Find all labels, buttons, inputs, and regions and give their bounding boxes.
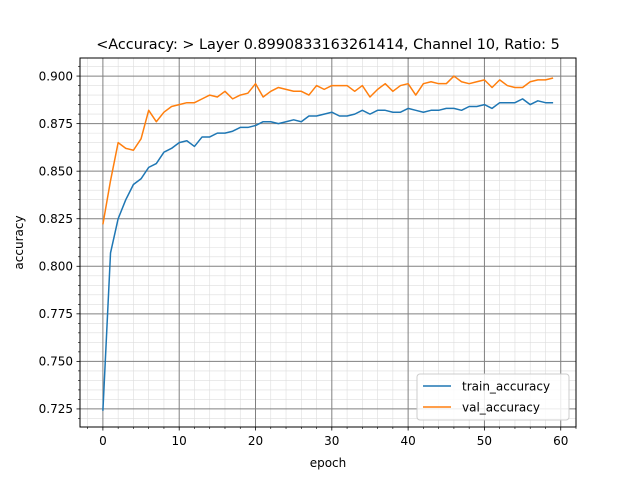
y-tick-label: 0.750	[39, 355, 73, 369]
x-tick-label: 40	[400, 434, 415, 448]
y-tick-label: 0.775	[39, 307, 73, 321]
y-tick-label: 0.800	[39, 260, 73, 274]
y-tick-label: 0.850	[39, 164, 73, 178]
x-axis-label: epoch	[310, 456, 347, 470]
x-tick-label: 60	[553, 434, 568, 448]
y-tick-label: 0.900	[39, 69, 73, 83]
legend-box	[416, 373, 570, 421]
y-axis-label: accuracy	[12, 215, 26, 269]
major-grid	[80, 58, 576, 427]
legend-label-val: val_accuracy	[462, 401, 540, 415]
y-tick-label: 0.825	[39, 212, 73, 226]
x-tick-label: 20	[248, 434, 263, 448]
legend-label-train: train_accuracy	[462, 380, 550, 394]
x-tick-label: 0	[99, 434, 107, 448]
y-tick-label: 0.725	[39, 402, 73, 416]
y-tick-label: 0.875	[39, 117, 73, 131]
chart-title: <Accuracy: > Layer 0.8990833163261414, C…	[96, 37, 559, 53]
series-line-val-accuracy	[102, 75, 554, 225]
series-layer	[102, 75, 554, 411]
minor-grid	[80, 58, 577, 427]
series-line-train-accuracy	[102, 98, 554, 411]
legend: train_accuracy val_accuracy	[416, 373, 570, 421]
axis-ticks: 0 10 20 30 40 50 60 0.725 0.750 0.775 0.800 0.825 0.…	[39, 66, 577, 448]
x-tick-label: 10	[172, 434, 187, 448]
plot-frame	[79, 57, 577, 428]
x-tick-label: 50	[477, 434, 492, 448]
x-tick-label: 30	[324, 434, 339, 448]
